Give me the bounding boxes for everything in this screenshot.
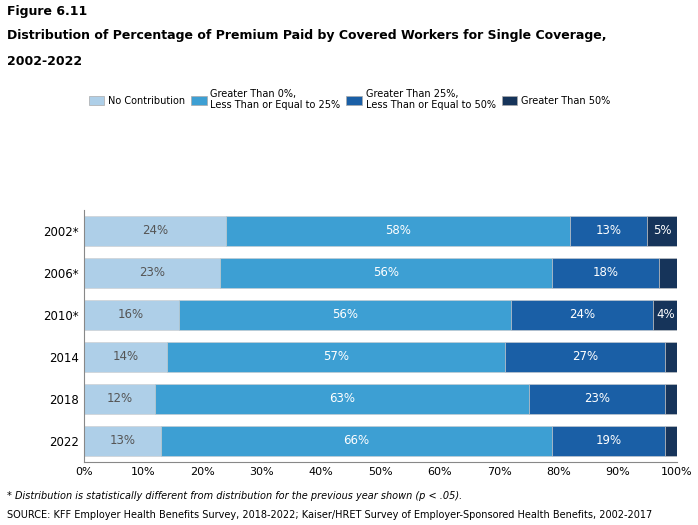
Bar [570, 216, 648, 246]
Text: Distribution of Percentage of Premium Paid by Covered Workers for Single Coverag: Distribution of Percentage of Premium Pa… [7, 29, 607, 42]
Bar [653, 300, 677, 330]
Bar [511, 300, 653, 330]
Bar [221, 258, 553, 288]
Text: 12%: 12% [106, 393, 133, 405]
Bar [84, 426, 161, 456]
Text: 57%: 57% [323, 351, 349, 363]
Bar [665, 342, 677, 372]
Text: SOURCE: KFF Employer Health Benefits Survey, 2018-2022; Kaiser/HRET Survey of Em: SOURCE: KFF Employer Health Benefits Sur… [7, 510, 652, 520]
Bar [528, 384, 665, 414]
Bar [84, 216, 226, 246]
Text: 24%: 24% [569, 309, 595, 321]
Bar [84, 258, 221, 288]
Bar [84, 300, 179, 330]
Text: 66%: 66% [343, 435, 370, 447]
Bar [648, 216, 677, 246]
Text: 56%: 56% [373, 267, 399, 279]
Bar [84, 384, 155, 414]
Text: 58%: 58% [385, 225, 411, 237]
Text: * Distribution is statistically different from distribution for the previous yea: * Distribution is statistically differen… [7, 491, 462, 501]
Text: 13%: 13% [596, 225, 622, 237]
Bar [167, 342, 505, 372]
Text: Figure 6.11: Figure 6.11 [7, 5, 87, 18]
Text: 16%: 16% [118, 309, 144, 321]
Text: 24%: 24% [142, 225, 168, 237]
Text: 18%: 18% [593, 267, 619, 279]
Bar [665, 384, 677, 414]
Text: 19%: 19% [596, 435, 622, 447]
Bar [84, 342, 167, 372]
Bar [161, 426, 553, 456]
Text: 27%: 27% [572, 351, 598, 363]
Text: 2002-2022: 2002-2022 [7, 55, 82, 68]
Text: 4%: 4% [656, 309, 674, 321]
Bar [226, 216, 570, 246]
Bar [665, 426, 677, 456]
Bar [553, 258, 659, 288]
Bar [155, 384, 529, 414]
Text: 63%: 63% [329, 393, 355, 405]
Bar [179, 300, 511, 330]
Text: 13%: 13% [110, 435, 135, 447]
Text: 23%: 23% [139, 267, 165, 279]
Text: 56%: 56% [332, 309, 358, 321]
Legend: No Contribution, Greater Than 0%,
Less Than or Equal to 25%, Greater Than 25%,
L: No Contribution, Greater Than 0%, Less T… [89, 89, 610, 110]
Bar [659, 258, 677, 288]
Bar [505, 342, 665, 372]
Text: 23%: 23% [584, 393, 610, 405]
Text: 5%: 5% [653, 225, 671, 237]
Text: 14%: 14% [112, 351, 138, 363]
Bar [553, 426, 665, 456]
